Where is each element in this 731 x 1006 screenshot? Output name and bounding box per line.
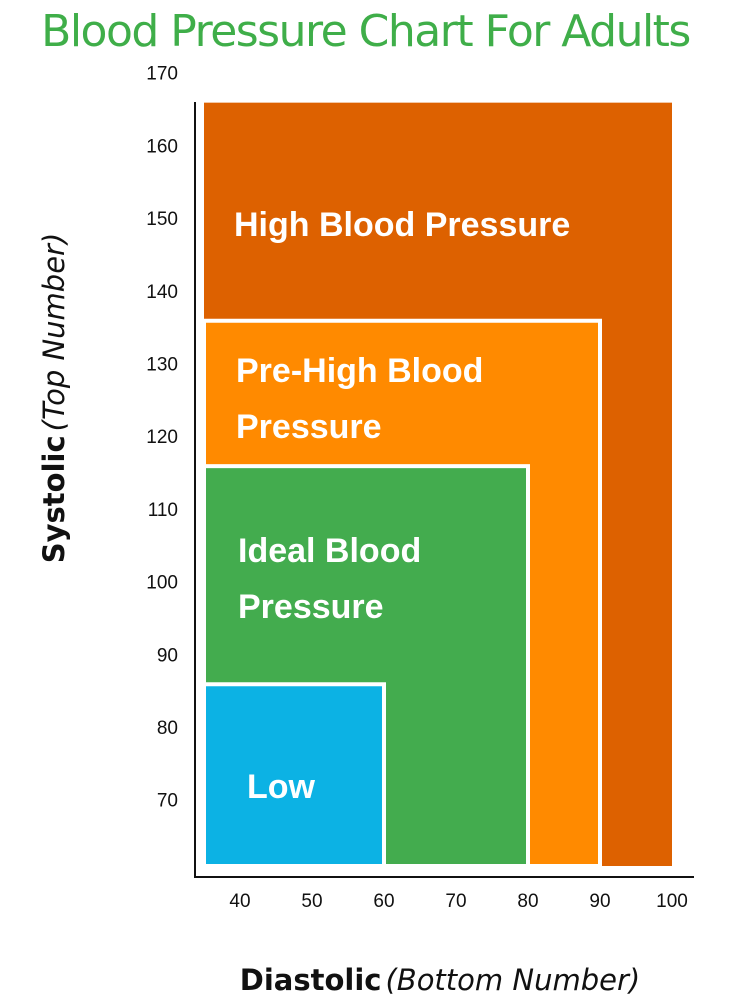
- x-axis-label-italic: (Bottom Number): [385, 963, 640, 997]
- zone-label: Low: [247, 768, 316, 806]
- y-tick-label: 80: [157, 718, 178, 739]
- zone-label-line: Ideal Blood: [238, 532, 421, 570]
- y-axis-label: Systolic (Top Number): [37, 233, 71, 564]
- x-axis-label: Diastolic (Bottom Number): [240, 963, 640, 997]
- y-ticks: 70 80 90 100 110 120 130 140 150 160 170: [146, 64, 178, 812]
- y-axis-label-bold: Systolic: [37, 435, 71, 563]
- zone-label-line: Pressure: [238, 588, 384, 626]
- y-tick-label: 90: [157, 645, 178, 666]
- x-tick-label: 40: [229, 891, 250, 912]
- zones: High Blood Pressure Pre-High Blood Pressur…: [202, 102, 672, 868]
- y-tick-label: 120: [146, 427, 178, 448]
- x-tick-label: 100: [656, 891, 688, 912]
- y-tick-label: 130: [146, 354, 178, 375]
- zone-label: Ideal Blood Pressure: [238, 532, 421, 626]
- x-ticks: 40 50 60 70 80 90 100: [229, 891, 687, 912]
- x-tick-label: 50: [301, 891, 322, 912]
- y-axis-label-italic: (Top Number): [37, 233, 71, 432]
- x-tick-label: 60: [373, 891, 394, 912]
- zone-rect: [202, 682, 386, 868]
- y-tick-label: 100: [146, 573, 178, 594]
- y-tick-label: 150: [146, 209, 178, 230]
- y-tick-label: 140: [146, 282, 178, 303]
- zone-4: Low: [202, 682, 386, 868]
- zone-label-line: Low: [247, 768, 316, 806]
- zone-label-line: Pressure: [236, 408, 382, 446]
- y-tick-label: 170: [146, 64, 178, 85]
- x-tick-label: 90: [589, 891, 610, 912]
- y-tick-label: 110: [148, 500, 178, 521]
- y-tick-label: 70: [157, 791, 178, 812]
- zone-label-line: High Blood Pressure: [234, 206, 570, 244]
- zone-label: High Blood Pressure: [234, 206, 570, 244]
- zone-label-line: Pre-High Blood: [236, 352, 483, 390]
- y-tick-label: 160: [146, 136, 178, 157]
- x-tick-label: 70: [445, 891, 466, 912]
- zone-label: Pre-High Blood Pressure: [236, 352, 483, 446]
- chart-title: Blood Pressure Chart For Adults: [41, 6, 691, 57]
- x-axis-label-bold: Diastolic: [240, 963, 382, 997]
- x-tick-label: 80: [517, 891, 538, 912]
